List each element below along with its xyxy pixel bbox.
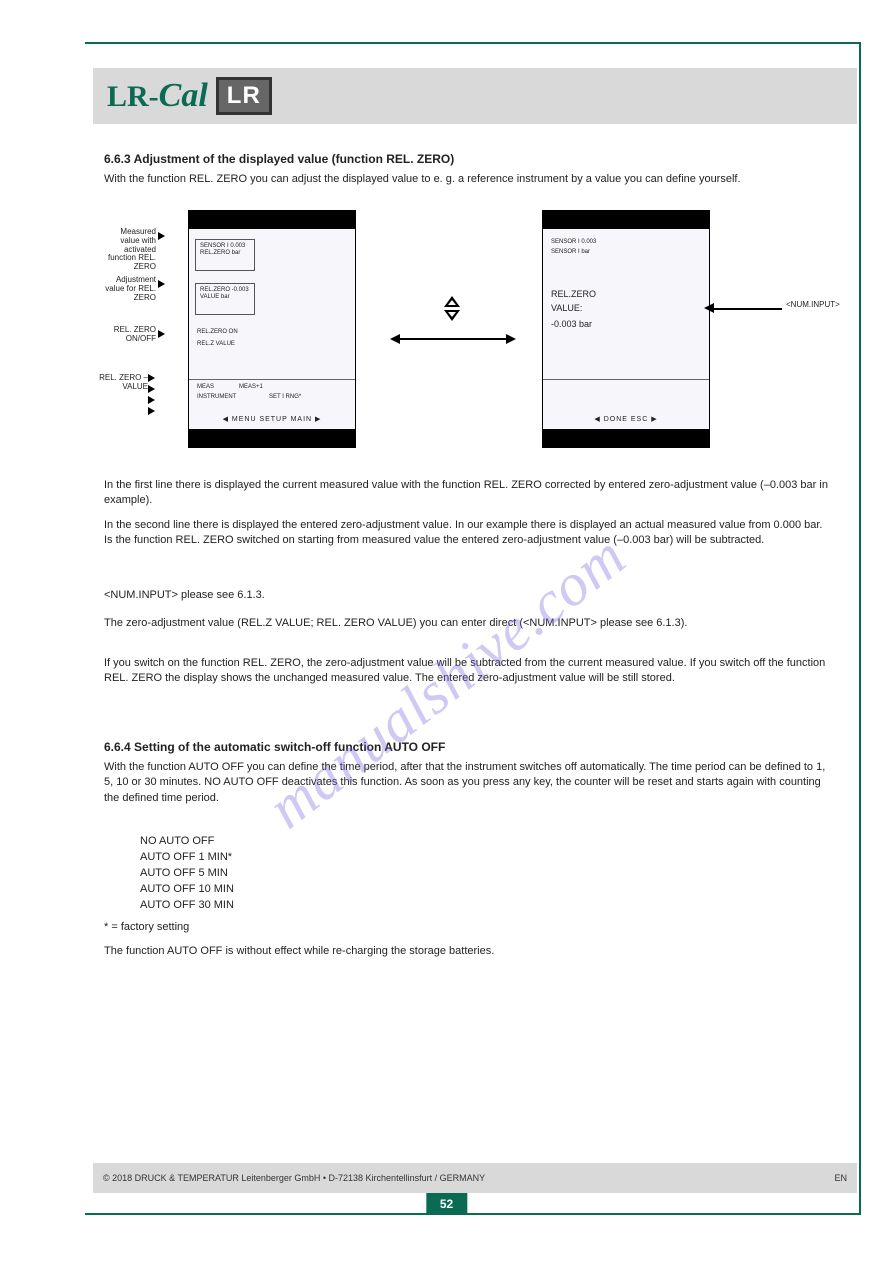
arrow-right-icon <box>148 407 155 415</box>
autooff-recharge: The function AUTO OFF is without effect … <box>104 944 833 959</box>
label-b: Adjustment value for REL. ZERO <box>100 276 156 302</box>
device-cap-bottom <box>543 429 709 447</box>
line-relzero-on: REL.ZERO ON <box>197 329 238 335</box>
status-b: MEAS+1 <box>239 384 263 390</box>
footer-right: EN <box>834 1173 847 1183</box>
logo-text: LR-Cal <box>107 77 208 115</box>
autooff-5: AUTO OFF 5 MIN <box>140 866 833 881</box>
double-arrow-icon <box>398 338 508 340</box>
p-second: In the second line there is displayed th… <box>104 518 833 549</box>
status-d: SET I RNG* <box>269 394 301 400</box>
label-a: Measured value with activated function R… <box>100 228 156 272</box>
status-a: MEAS <box>197 384 214 390</box>
footer-left: © 2018 DRUCK & TEMPERATUR Leitenberger G… <box>103 1173 485 1183</box>
header-bar: LR-Cal LR <box>93 68 857 124</box>
arrow-relzero <box>158 330 165 338</box>
arrow-left-icon <box>704 303 714 313</box>
footer-bar: © 2018 DRUCK & TEMPERATUR Leitenberger G… <box>93 1163 857 1193</box>
label-c: REL. ZERO ON/OFF <box>100 326 156 344</box>
p-after-fig: In the first line there is displayed the… <box>104 478 833 509</box>
logo-prefix: LR- <box>107 80 159 113</box>
arrow-box2 <box>158 280 165 288</box>
autooff-10: AUTO OFF 10 MIN <box>140 882 833 897</box>
r-big2: VALUE: <box>551 303 582 313</box>
box2-line2: VALUE bar <box>200 294 250 301</box>
autooff-body: With the function AUTO OFF you can defin… <box>104 760 833 806</box>
r-title2: SENSOR I bar <box>551 249 590 255</box>
box2-line1: REL.ZERO -0.003 <box>200 287 250 294</box>
arrow-status-stack <box>148 374 155 415</box>
p-note: <NUM.INPUT> please see 6.1.3. <box>104 588 833 603</box>
device-right-divider <box>543 379 709 380</box>
arrow-right-icon <box>158 330 165 338</box>
device-cap-top <box>189 211 355 229</box>
arrow-right-icon <box>148 385 155 393</box>
arrow-box1 <box>158 232 165 240</box>
device-left-box1: SENSOR I 0.003 REL.ZERO bar <box>195 239 255 271</box>
device-left: SENSOR I 0.003 REL.ZERO bar REL.ZERO -0.… <box>188 210 356 448</box>
device-cap-top <box>543 211 709 229</box>
logo: LR-Cal LR <box>107 77 272 115</box>
arrow-right-icon <box>148 396 155 404</box>
logo-badge: LR <box>216 77 272 115</box>
section-6-6-3-title: 6.6.3 Adjustment of the displayed value … <box>104 152 454 166</box>
autooff-30: AUTO OFF 30 MIN <box>140 898 833 913</box>
p-offon: If you switch on the function REL. ZERO,… <box>104 656 833 687</box>
line-relz-value: REL.Z VALUE <box>197 341 235 347</box>
section-6-6-4-title: 6.6.4 Setting of the automatic switch-of… <box>104 740 445 754</box>
r-big1: REL.ZERO <box>551 289 596 299</box>
right-arrow-shaft <box>712 308 782 310</box>
device-left-screen: SENSOR I 0.003 REL.ZERO bar REL.ZERO -0.… <box>189 229 355 429</box>
status-c: INSTRUMENT <box>197 394 236 400</box>
label-d: REL. ZERO – VALUE <box>96 374 148 392</box>
up-down-icon <box>444 296 460 324</box>
autooff-none: NO AUTO OFF <box>140 834 833 849</box>
triangle-down-icon <box>444 310 460 321</box>
num-input-label: <NUM.INPUT> <box>786 300 840 309</box>
device-right: SENSOR I 0.003 SENSOR I bar REL.ZERO VAL… <box>542 210 710 448</box>
page-number: 52 <box>426 1193 467 1215</box>
device-right-nav: ◀ DONE ESC ▶ <box>543 415 709 423</box>
autooff-foot: * = factory setting <box>104 920 833 935</box>
p-leadin: The zero-adjustment value (REL.Z VALUE; … <box>104 616 833 631</box>
box1-line1: SENSOR I 0.003 <box>200 243 250 250</box>
r-title1: SENSOR I 0.003 <box>551 239 596 245</box>
logo-suffix: Cal <box>159 77 208 114</box>
triangle-up-icon <box>444 296 460 307</box>
device-left-divider <box>189 379 355 380</box>
section-6-6-3-intro: With the function REL. ZERO you can adju… <box>104 172 833 187</box>
r-big3: -0.003 bar <box>551 319 592 329</box>
arrow-right-icon <box>158 232 165 240</box>
device-left-box2: REL.ZERO -0.003 VALUE bar <box>195 283 255 315</box>
box1-line2: REL.ZERO bar <box>200 250 250 257</box>
arrow-right-icon <box>158 280 165 288</box>
device-cap-bottom <box>189 429 355 447</box>
device-right-screen: SENSOR I 0.003 SENSOR I bar REL.ZERO VAL… <box>543 229 709 429</box>
autooff-1: AUTO OFF 1 MIN* <box>140 850 833 865</box>
device-left-nav: ◀ MENU SETUP MAIN ▶ <box>189 415 355 423</box>
arrow-right-icon <box>148 374 155 382</box>
